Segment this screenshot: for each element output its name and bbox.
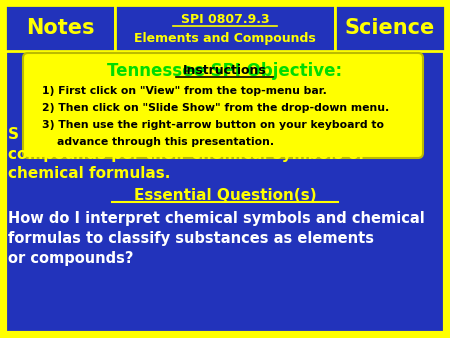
Text: or compounds?: or compounds? [8, 250, 134, 266]
Text: formulas to classify substances as elements: formulas to classify substances as eleme… [8, 231, 374, 245]
Text: S classify common substances as elements or: S classify common substances as elements… [8, 126, 400, 142]
FancyBboxPatch shape [335, 5, 445, 51]
FancyBboxPatch shape [23, 53, 423, 158]
Text: Essential Question(s): Essential Question(s) [134, 188, 316, 202]
Text: 2) Then click on "Slide Show" from the drop-down menu.: 2) Then click on "Slide Show" from the d… [42, 103, 389, 113]
Text: Notes: Notes [26, 18, 94, 38]
Text: Science: Science [345, 18, 435, 38]
Text: 3) Then use the right-arrow button on your keyboard to: 3) Then use the right-arrow button on yo… [42, 120, 384, 130]
FancyBboxPatch shape [5, 5, 445, 333]
Text: Elements and Compounds: Elements and Compounds [134, 32, 316, 45]
Text: compounds per their chemical symbols or: compounds per their chemical symbols or [8, 146, 366, 162]
Text: chemical formulas.: chemical formulas. [8, 166, 171, 180]
Text: Tennessee SPI Objective:: Tennessee SPI Objective: [108, 62, 342, 80]
Text: 1) First click on "View" from the top-menu bar.: 1) First click on "View" from the top-me… [42, 86, 327, 96]
FancyBboxPatch shape [115, 5, 335, 51]
Text: advance through this presentation.: advance through this presentation. [42, 137, 274, 147]
Text: How do I interpret chemical symbols and chemical: How do I interpret chemical symbols and … [8, 211, 425, 225]
Text: SPI 0807.9.3: SPI 0807.9.3 [181, 13, 269, 26]
Text: Instructions: Instructions [183, 65, 267, 77]
FancyBboxPatch shape [5, 5, 115, 51]
